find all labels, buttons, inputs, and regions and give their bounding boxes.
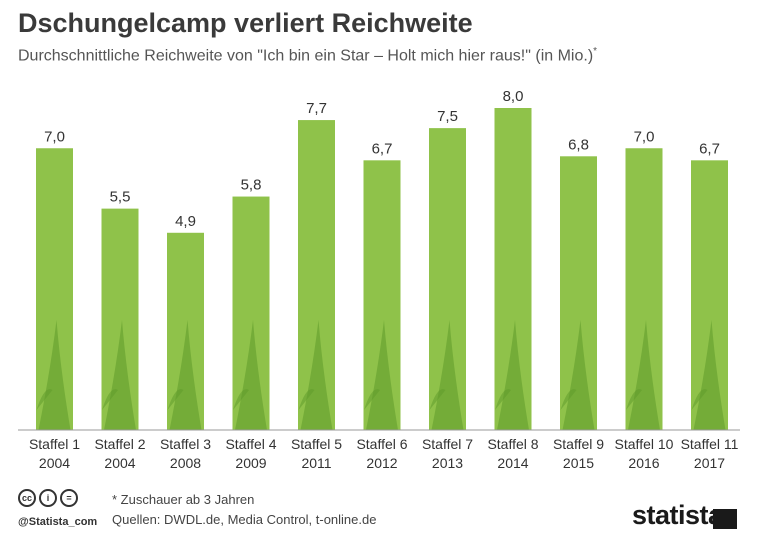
foliage-decoration xyxy=(626,389,642,410)
foliage-decoration xyxy=(693,320,726,430)
foliage-decoration xyxy=(38,320,71,430)
foliage-decoration xyxy=(429,389,446,410)
year-label: 2011 xyxy=(301,455,331,471)
bar-group: 6,7 Staffel 6 2012 xyxy=(356,140,407,471)
statista-logo[interactable]: statista xyxy=(632,500,723,530)
foliage-decoration xyxy=(104,320,136,430)
foliage-decoration xyxy=(495,389,511,410)
chart-title: Dschungelcamp verliert Reichweite xyxy=(18,8,473,38)
subtitle-text: Durchschnittliche Reichweite von "Ich bi… xyxy=(18,47,594,65)
foliage-decoration xyxy=(36,389,53,410)
value-label: 5,8 xyxy=(241,177,262,194)
foliage-decoration xyxy=(628,320,660,430)
bar-group: 7,0 Staffel 1 2004 xyxy=(29,128,80,471)
category-label: Staffel 9 xyxy=(553,436,604,452)
bar-group: 8,0 Staffel 8 2014 xyxy=(487,88,538,471)
sources: Quellen: DWDL.de, Media Control, t-onlin… xyxy=(112,512,377,527)
year-label: 2012 xyxy=(366,455,397,471)
year-label: 2004 xyxy=(104,455,135,471)
year-label: 2017 xyxy=(694,455,725,471)
foliage-decoration xyxy=(560,389,577,410)
value-label: 6,7 xyxy=(699,140,720,157)
category-label: Staffel 6 xyxy=(356,436,407,452)
category-label: Staffel 4 xyxy=(225,436,276,452)
license-icons: cc i = xyxy=(18,489,78,507)
value-label: 8,0 xyxy=(503,88,524,105)
bar-group: 6,7 Staffel 11 2017 xyxy=(681,140,739,471)
bar-group: 7,5 Staffel 7 2013 xyxy=(422,108,473,471)
category-label: Staffel 5 xyxy=(291,436,342,452)
foliage-decoration xyxy=(298,389,315,410)
year-label: 2008 xyxy=(170,455,201,471)
bar-group: 7,0 Staffel 10 2016 xyxy=(615,128,674,471)
year-label: 2016 xyxy=(628,455,659,471)
category-label: Staffel 10 xyxy=(615,436,674,452)
foliage-decoration xyxy=(169,320,202,430)
no-derivatives-icon: = xyxy=(60,489,78,507)
value-label: 7,5 xyxy=(437,108,458,125)
category-label: Staffel 3 xyxy=(160,436,211,452)
category-label: Staffel 8 xyxy=(487,436,538,452)
foliage-decoration xyxy=(562,320,595,430)
value-label: 6,7 xyxy=(372,140,393,157)
chart-subtitle: Durchschnittliche Reichweite von "Ich bi… xyxy=(18,46,597,65)
bar-group: 4,9 Staffel 3 2008 xyxy=(160,213,211,471)
foliage-decoration xyxy=(364,389,380,410)
bar-group: 7,7 Staffel 5 2011 xyxy=(291,100,342,471)
value-label: 4,9 xyxy=(175,213,196,230)
category-label: Staffel 1 xyxy=(29,436,80,452)
year-label: 2015 xyxy=(563,455,594,471)
creative-commons-icon: cc xyxy=(18,489,36,507)
twitter-handle[interactable]: @Statista_com xyxy=(18,516,98,528)
attribution-icon: i xyxy=(39,489,57,507)
statista-logo-icon xyxy=(713,509,737,529)
category-label: Staffel 11 xyxy=(681,436,739,452)
foliage-decoration xyxy=(366,320,398,430)
foliage-decoration xyxy=(102,389,118,410)
foliage-decoration xyxy=(431,320,464,430)
value-label: 7,7 xyxy=(306,100,327,117)
value-label: 6,8 xyxy=(568,136,589,153)
category-label: Staffel 7 xyxy=(422,436,473,452)
year-label: 2004 xyxy=(39,455,70,471)
bar-group: 5,5 Staffel 2 2004 xyxy=(94,189,145,471)
foliage-decoration xyxy=(300,320,333,430)
value-label: 7,0 xyxy=(634,128,655,145)
year-label: 2013 xyxy=(432,455,463,471)
category-label: Staffel 2 xyxy=(94,436,145,452)
year-label: 2009 xyxy=(235,455,266,471)
subtitle-footnote-mark: * xyxy=(593,46,598,57)
footnote: * Zuschauer ab 3 Jahren xyxy=(112,492,255,507)
foliage-decoration xyxy=(691,389,708,410)
foliage-decoration xyxy=(497,320,529,430)
value-label: 5,5 xyxy=(110,189,131,206)
bar-group: 6,8 Staffel 9 2015 xyxy=(553,136,604,471)
foliage-decoration xyxy=(235,320,267,430)
value-label: 7,0 xyxy=(44,128,65,145)
bar-group: 5,8 Staffel 4 2009 xyxy=(225,177,276,471)
foliage-decoration xyxy=(233,389,249,410)
foliage-decoration xyxy=(167,389,184,410)
year-label: 2014 xyxy=(497,455,528,471)
